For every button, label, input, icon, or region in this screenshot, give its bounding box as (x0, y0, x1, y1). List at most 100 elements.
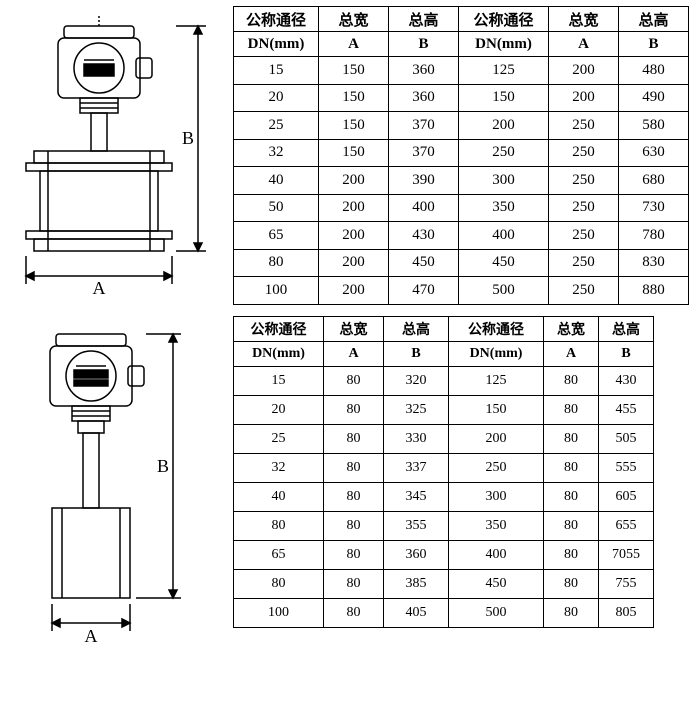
section-1: A B 公称通径总宽总高公称通径总宽总高DN(mm)ABDN(mm)AB1515… (6, 6, 694, 306)
table-cell: 65 (234, 222, 319, 250)
table-row: 408034530080605 (234, 483, 654, 512)
table-cell: 25 (234, 112, 319, 140)
dimension-table-1: 公称通径总宽总高公称通径总宽总高DN(mm)ABDN(mm)AB15150360… (233, 6, 689, 305)
table-cell: 150 (319, 112, 389, 140)
table-cell: 80 (544, 396, 599, 425)
table-row: 208032515080455 (234, 396, 654, 425)
table-row: 6580360400807055 (234, 541, 654, 570)
table-cell: 880 (619, 277, 689, 305)
hdr-w-cn: 总宽 (319, 7, 389, 32)
table-cell: 80 (544, 483, 599, 512)
table-cell: 80 (234, 249, 319, 277)
table-cell: 390 (389, 167, 459, 195)
table-row: 808038545080755 (234, 570, 654, 599)
table-cell: 320 (384, 367, 449, 396)
table-cell: 360 (384, 541, 449, 570)
table-cell: 250 (549, 249, 619, 277)
hdr-a: A (324, 342, 384, 367)
table-cell: 490 (619, 84, 689, 112)
table-cell: 80 (544, 541, 599, 570)
table-cell: 80 (324, 512, 384, 541)
table-cell: 7055 (599, 541, 654, 570)
hdr-dn-cn: 公称通径 (234, 317, 324, 342)
diagram-clamp: A B (6, 316, 221, 656)
table-cell: 555 (599, 454, 654, 483)
clamp-flowmeter-svg: A B (6, 316, 221, 656)
table-cell: 20 (234, 84, 319, 112)
table-cell: 80 (324, 367, 384, 396)
table-cell: 370 (389, 112, 459, 140)
table-cell: 455 (599, 396, 654, 425)
table-row: 328033725080555 (234, 454, 654, 483)
table-cell: 730 (619, 194, 689, 222)
table-cell: 250 (549, 112, 619, 140)
table-cell: 805 (599, 599, 654, 628)
table-cell: 360 (389, 57, 459, 85)
dim-label-a2: A (85, 626, 98, 646)
hdr-h-cn-2: 总高 (619, 7, 689, 32)
hdr-b: B (389, 32, 459, 57)
table-cell: 470 (389, 277, 459, 305)
table-cell: 345 (384, 483, 449, 512)
table-cell: 330 (384, 425, 449, 454)
table-cell: 250 (549, 222, 619, 250)
table-row: 15150360125200480 (234, 57, 689, 85)
table-cell: 200 (459, 112, 549, 140)
table-cell: 350 (459, 194, 549, 222)
table-cell: 430 (389, 222, 459, 250)
hdr-dn-cn-2: 公称通径 (449, 317, 544, 342)
dim-label-a: A (93, 278, 106, 298)
table-cell: 250 (549, 139, 619, 167)
table-cell: 40 (234, 167, 319, 195)
table-row: 80200450450250830 (234, 249, 689, 277)
table-cell: 150 (319, 84, 389, 112)
table-cell: 15 (234, 367, 324, 396)
table-cell: 80 (324, 599, 384, 628)
table-cell: 80 (544, 512, 599, 541)
table-cell: 300 (459, 167, 549, 195)
table-cell: 200 (319, 277, 389, 305)
table-cell: 100 (234, 277, 319, 305)
hdr-dn-en-2: DN(mm) (449, 342, 544, 367)
table-row: 20150360150200490 (234, 84, 689, 112)
table-cell: 32 (234, 454, 324, 483)
table-cell: 50 (234, 194, 319, 222)
hdr-dn-en: DN(mm) (234, 342, 324, 367)
table-cell: 355 (384, 512, 449, 541)
table-row: 158032012580430 (234, 367, 654, 396)
table-cell: 80 (324, 454, 384, 483)
table-cell: 360 (389, 84, 459, 112)
diagram-flanged: A B (6, 6, 221, 306)
hdr-h-cn: 总高 (384, 317, 449, 342)
table-cell: 430 (599, 367, 654, 396)
table-cell: 80 (234, 512, 324, 541)
table-cell: 80 (544, 570, 599, 599)
table-cell: 405 (384, 599, 449, 628)
table-cell: 630 (619, 139, 689, 167)
table-cell: 580 (619, 112, 689, 140)
table-row: 65200430400250780 (234, 222, 689, 250)
table-cell: 780 (619, 222, 689, 250)
hdr-dn-en: DN(mm) (234, 32, 319, 57)
table-cell: 450 (459, 249, 549, 277)
hdr-w-cn: 总宽 (324, 317, 384, 342)
hdr-a: A (319, 32, 389, 57)
table-cell: 250 (549, 167, 619, 195)
table-cell: 400 (459, 222, 549, 250)
table-cell: 200 (449, 425, 544, 454)
table-cell: 100 (234, 599, 324, 628)
hdr-a-2: A (549, 32, 619, 57)
table-cell: 680 (619, 167, 689, 195)
table-cell: 200 (319, 222, 389, 250)
table-cell: 15 (234, 57, 319, 85)
table-cell: 80 (234, 570, 324, 599)
table-cell: 80 (324, 541, 384, 570)
table-cell: 150 (319, 139, 389, 167)
table-row: 32150370250250630 (234, 139, 689, 167)
table-cell: 605 (599, 483, 654, 512)
hdr-dn-cn-2: 公称通径 (459, 7, 549, 32)
table-cell: 125 (459, 57, 549, 85)
hdr-b: B (384, 342, 449, 367)
hdr-dn-cn: 公称通径 (234, 7, 319, 32)
hdr-w-cn-2: 总宽 (549, 7, 619, 32)
